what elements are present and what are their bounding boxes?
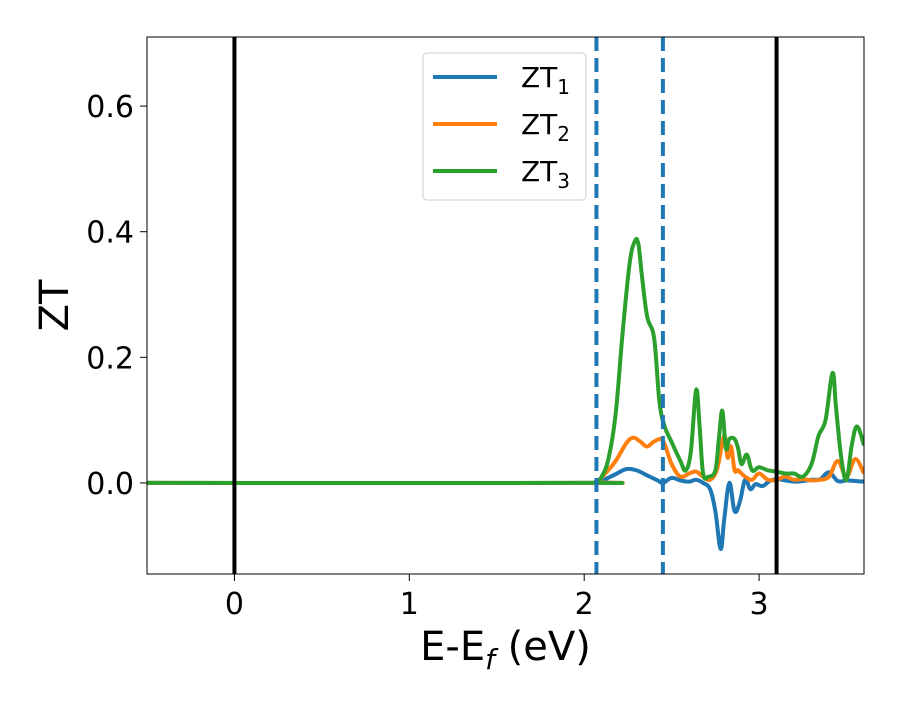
- legend-label-zt3-main: ZT: [521, 155, 558, 188]
- reference-lines-layer: [232, 37, 779, 574]
- x-tick-label: 2: [575, 587, 594, 622]
- legend-label-zt2-sub: 2: [557, 122, 570, 146]
- ticks-layer: 0 1 2 3 0.0 0.2 0.4 0.6: [86, 90, 768, 622]
- x-tick-label: 0: [225, 587, 244, 622]
- y-tick-label: 0.2: [86, 341, 134, 376]
- x-axis-label-main: E-E: [420, 624, 485, 670]
- series-line-zt3: [147, 236, 864, 485]
- legend-label-zt2: ZT2: [521, 108, 570, 146]
- legend: ZT1 ZT2 ZT3: [422, 52, 587, 201]
- y-tick-label: 0.4: [86, 216, 134, 251]
- legend-box: [422, 52, 587, 201]
- legend-label-zt3: ZT3: [521, 155, 570, 193]
- legend-label-zt1-main: ZT: [521, 61, 558, 94]
- x-axis-label-unit: (eV): [495, 624, 591, 670]
- legend-label-zt3-sub: 3: [557, 169, 570, 193]
- y-tick-label: 0.0: [86, 467, 134, 502]
- series-line-zt2: [147, 433, 864, 486]
- x-tick-label: 1: [400, 587, 419, 622]
- x-tick-label: 3: [750, 587, 769, 622]
- series-layer: [147, 236, 864, 551]
- series-line-zt1: [147, 466, 864, 551]
- x-axis-label: E-Ef (eV): [420, 624, 591, 676]
- axes-frame: [146, 36, 865, 575]
- legend-label-zt2-main: ZT: [521, 108, 558, 141]
- y-tick-label: 0.6: [86, 90, 134, 125]
- legend-label-zt1: ZT1: [521, 61, 570, 99]
- y-axis-label: ZT: [32, 279, 78, 331]
- legend-label-zt1-sub: 1: [557, 75, 570, 99]
